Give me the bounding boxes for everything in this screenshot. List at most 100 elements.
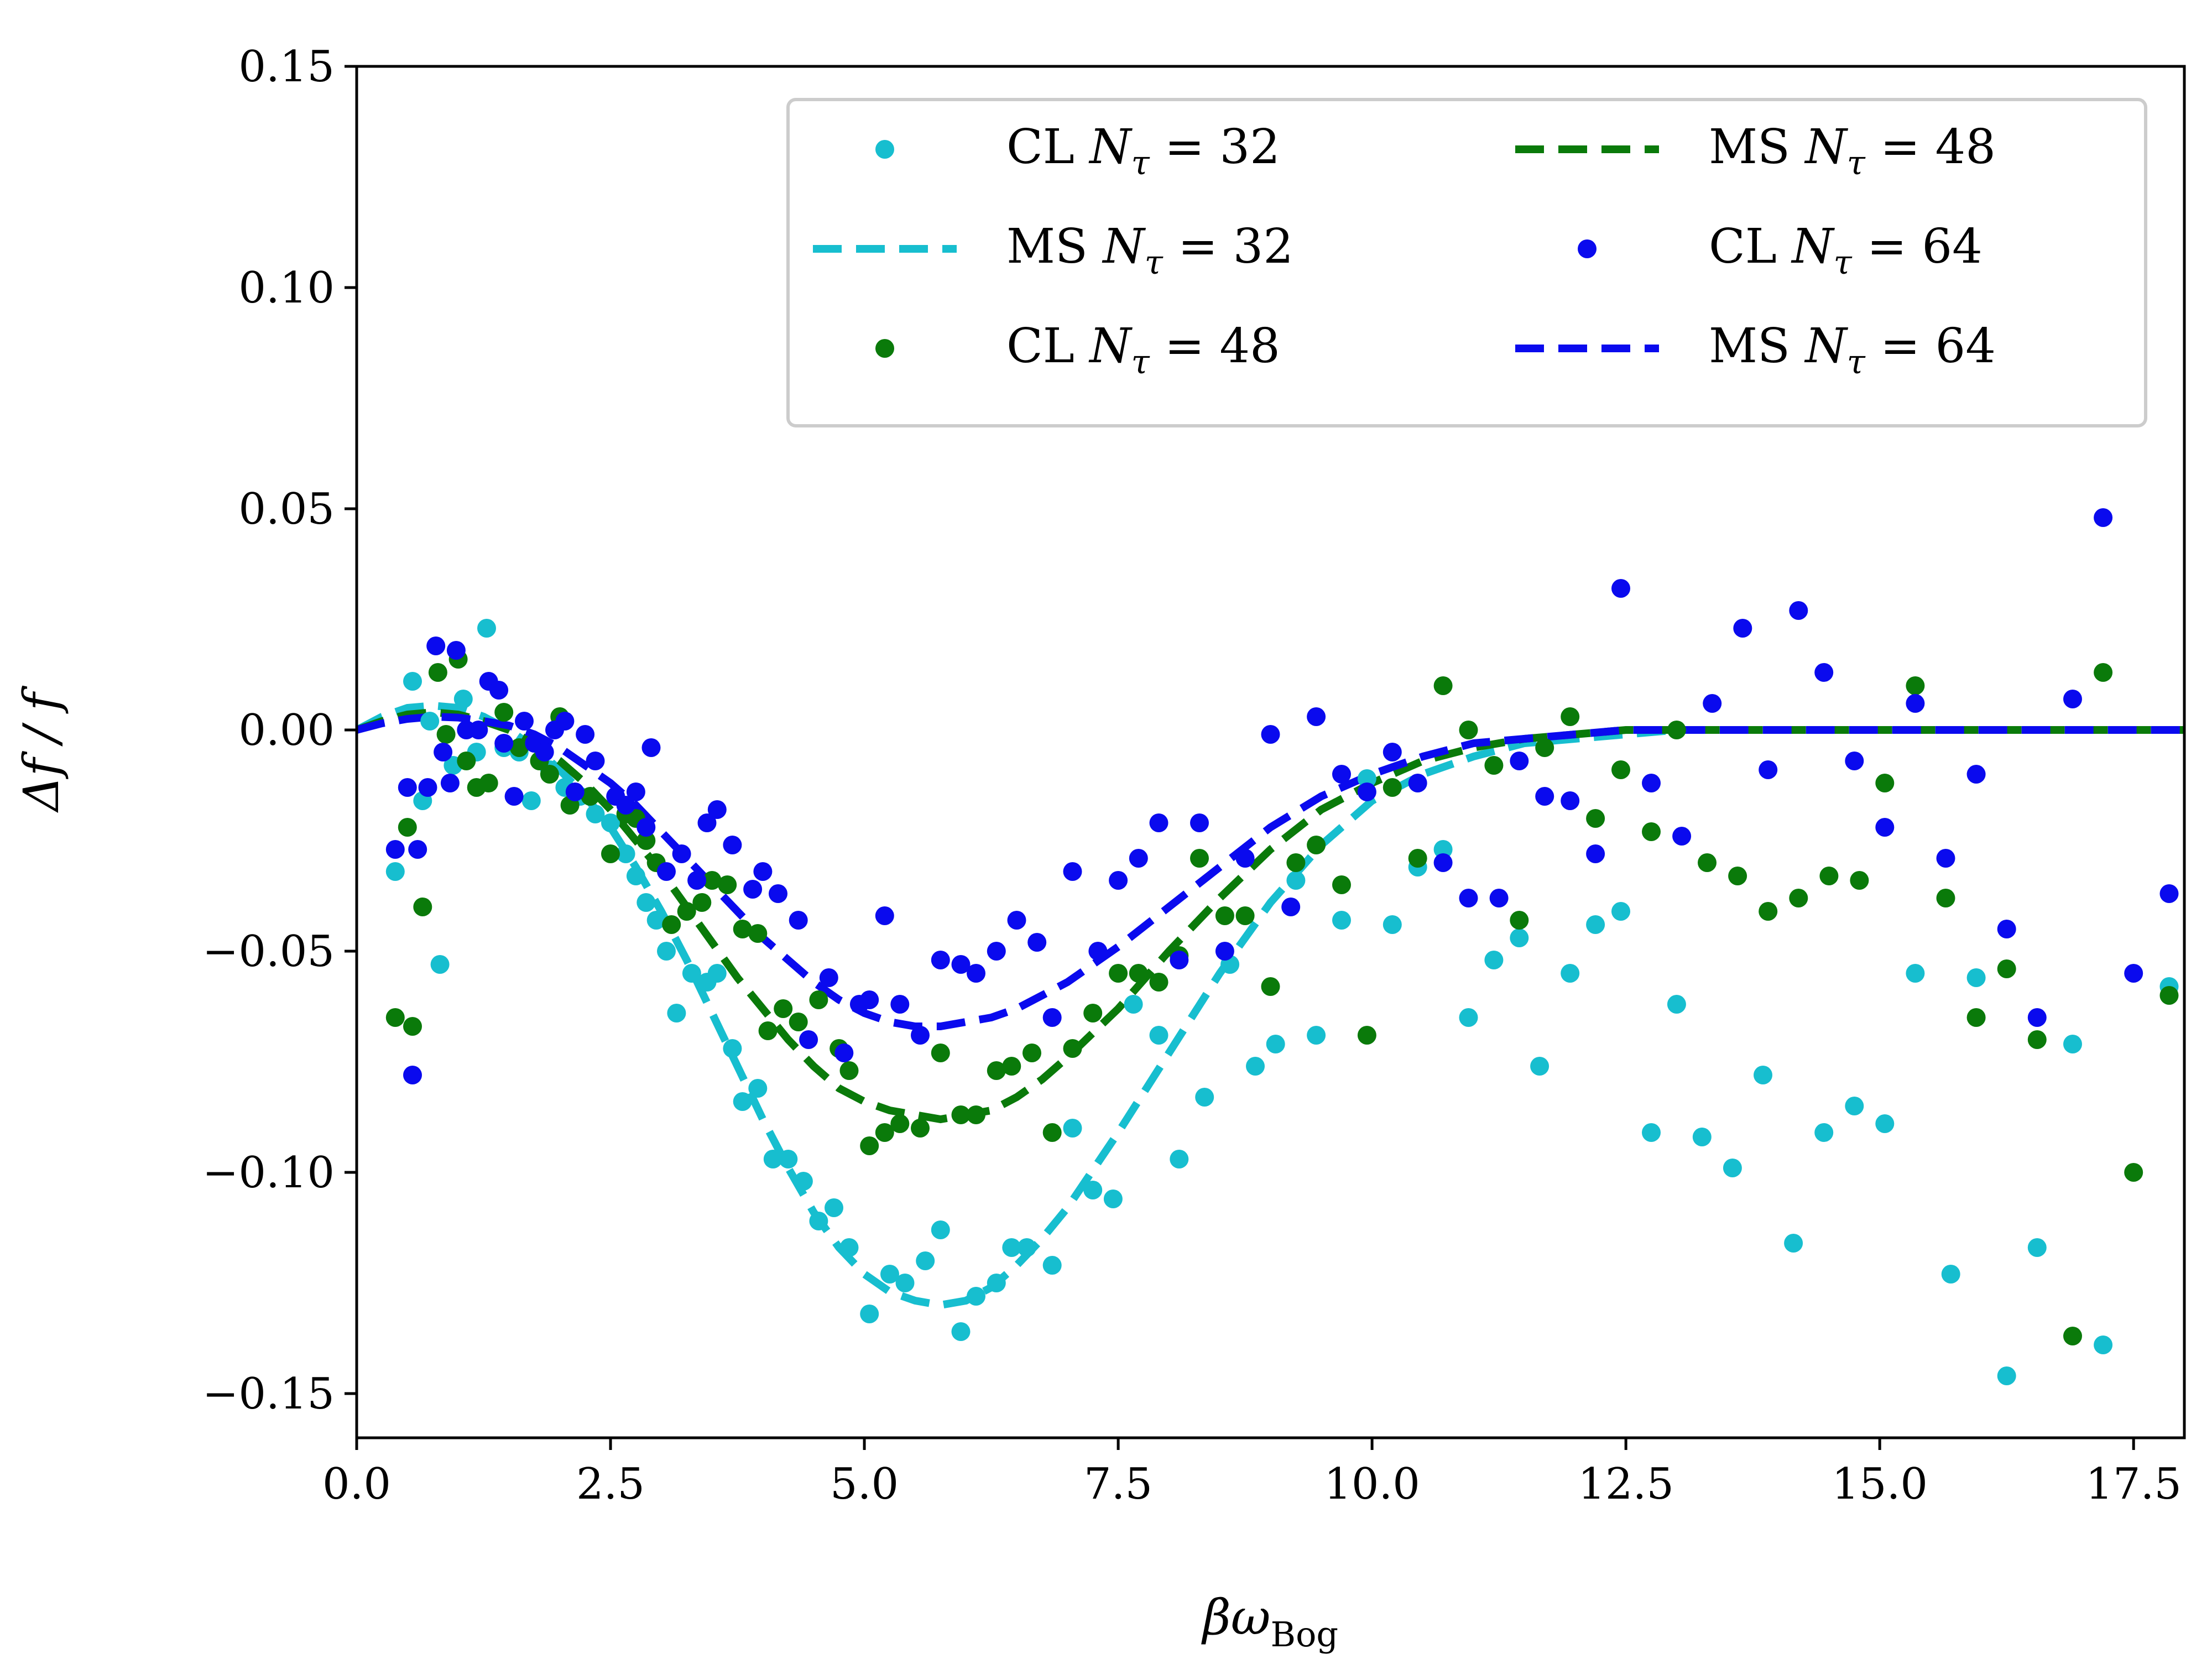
data-point bbox=[911, 1119, 930, 1138]
data-point bbox=[1789, 889, 1808, 907]
data-point bbox=[637, 831, 656, 850]
data-point bbox=[880, 1265, 899, 1284]
data-point bbox=[890, 995, 910, 1014]
data-point bbox=[1530, 1057, 1550, 1076]
data-point bbox=[834, 1044, 854, 1062]
data-point bbox=[789, 911, 808, 930]
data-point bbox=[967, 1105, 985, 1124]
x-tick-label: 10.0 bbox=[1324, 1459, 1420, 1509]
data-point bbox=[763, 1150, 782, 1168]
axes: 0.0 2.5 5.0 7.5 10.0 12.5 15.0 17.5 −0.15 −0.10 −0… bbox=[202, 42, 2186, 1509]
y-tick-label: 0.15 bbox=[238, 42, 335, 92]
data-point bbox=[1814, 1123, 1834, 1142]
data-point bbox=[702, 871, 722, 890]
data-point bbox=[1510, 928, 1529, 947]
data-point bbox=[657, 862, 676, 881]
y-tick-label: 0.05 bbox=[238, 484, 335, 534]
data-point bbox=[1611, 579, 1630, 598]
data-point bbox=[1195, 1088, 1214, 1107]
data-point bbox=[672, 844, 691, 863]
data-point bbox=[457, 752, 476, 770]
y-tick-label: 0.10 bbox=[238, 263, 335, 313]
data-point bbox=[860, 1136, 879, 1155]
x-axis-label-subscript: Bog bbox=[1271, 1614, 1339, 1655]
data-point bbox=[916, 1251, 935, 1270]
y-tick-label: −0.15 bbox=[202, 1369, 335, 1419]
data-point bbox=[987, 1061, 1006, 1080]
data-point bbox=[1129, 849, 1148, 868]
data-point bbox=[641, 738, 661, 757]
data-point bbox=[1997, 1366, 2016, 1385]
data-point bbox=[1850, 871, 1869, 890]
data-point bbox=[555, 712, 575, 731]
x-tick-label: 5.0 bbox=[830, 1459, 899, 1509]
data-point bbox=[1667, 995, 1686, 1014]
data-point bbox=[1561, 964, 1580, 983]
data-point bbox=[1281, 898, 1301, 916]
data-point bbox=[2063, 1327, 2082, 1345]
data-point bbox=[581, 787, 600, 806]
x-axis-label-symbol: βω bbox=[1201, 1589, 1271, 1646]
data-point bbox=[825, 1198, 843, 1217]
data-point bbox=[494, 703, 514, 722]
data-point bbox=[637, 893, 656, 912]
data-point bbox=[1484, 756, 1504, 775]
legend-marker bbox=[1578, 239, 1597, 258]
plot-area bbox=[357, 508, 2184, 1385]
data-point bbox=[967, 1287, 985, 1306]
data-point bbox=[687, 871, 707, 890]
legend-label: MS Nτ = 32 bbox=[1006, 219, 1293, 282]
data-point bbox=[446, 641, 466, 660]
legend-label: MS Nτ = 48 bbox=[1709, 119, 1996, 182]
data-point bbox=[911, 1026, 930, 1045]
data-point bbox=[1149, 973, 1168, 992]
data-point bbox=[1042, 1256, 1062, 1275]
data-point bbox=[1124, 995, 1143, 1014]
data-point bbox=[1459, 1008, 1478, 1027]
data-point bbox=[1042, 1008, 1062, 1027]
data-point bbox=[1017, 1238, 1036, 1257]
x-tick-label: 12.5 bbox=[1578, 1459, 1674, 1509]
data-point bbox=[1906, 694, 1925, 713]
data-point bbox=[1875, 1114, 1895, 1133]
data-point bbox=[1307, 1026, 1326, 1045]
data-point bbox=[1332, 911, 1351, 930]
data-point bbox=[1042, 1123, 1062, 1142]
data-point bbox=[2124, 1163, 2143, 1182]
data-point bbox=[1246, 1057, 1265, 1076]
data-point bbox=[1103, 1190, 1123, 1208]
data-point bbox=[1170, 1150, 1189, 1168]
data-point bbox=[707, 800, 727, 819]
data-point bbox=[398, 778, 417, 797]
data-point bbox=[1307, 836, 1326, 854]
x-tick-label: 2.5 bbox=[576, 1459, 645, 1509]
data-point bbox=[1672, 827, 1692, 846]
data-point bbox=[1728, 867, 1747, 885]
series-line-ms-n-32 bbox=[357, 701, 2184, 1310]
legend-label: CL Nτ = 64 bbox=[1709, 219, 1983, 282]
data-point bbox=[1433, 853, 1453, 872]
data-point bbox=[1063, 862, 1082, 881]
series-points-cl-n-48 bbox=[385, 650, 2179, 1345]
data-point bbox=[1286, 871, 1306, 890]
data-point bbox=[1906, 964, 1925, 983]
x-axis-label: βωBog bbox=[1201, 1589, 1338, 1655]
data-point bbox=[1261, 725, 1280, 744]
data-point bbox=[637, 818, 656, 837]
data-point bbox=[398, 818, 417, 837]
data-point bbox=[436, 725, 456, 744]
data-point bbox=[1703, 694, 1722, 713]
data-point bbox=[1819, 867, 1839, 885]
data-point bbox=[860, 990, 879, 1009]
data-point bbox=[748, 1079, 768, 1098]
data-point bbox=[413, 898, 432, 916]
y-tick-label: 0.00 bbox=[238, 706, 335, 755]
data-point bbox=[2027, 1030, 2047, 1049]
data-point bbox=[428, 663, 447, 682]
data-point bbox=[626, 782, 645, 801]
data-point bbox=[1129, 964, 1148, 983]
data-point bbox=[1966, 1008, 1986, 1027]
data-point bbox=[1535, 738, 1554, 757]
legend-item-cl-n-32: CL Nτ = 32 bbox=[875, 119, 1280, 182]
data-point bbox=[1332, 765, 1351, 784]
